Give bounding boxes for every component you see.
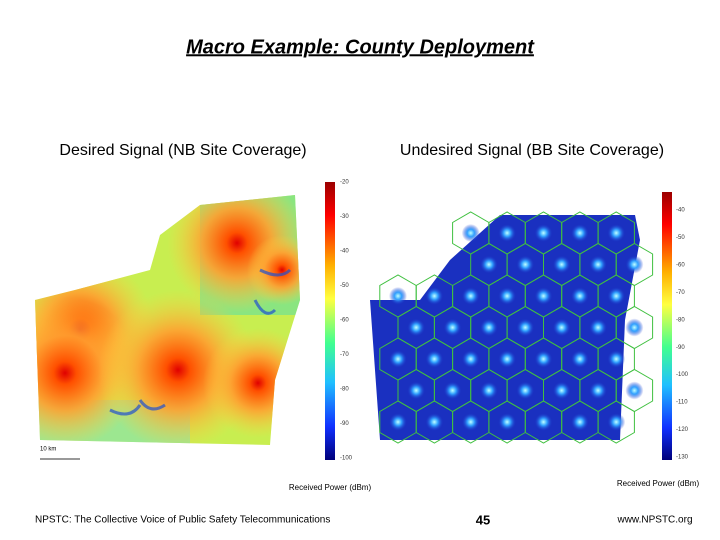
footer-right: www.NPSTC.org <box>616 515 692 526</box>
site-glow <box>425 287 444 305</box>
site-glow <box>589 318 608 337</box>
site-glow <box>570 350 589 368</box>
colorbar-label: -50 <box>676 235 685 241</box>
slide-title: Macro Example: County Deployment <box>186 36 535 58</box>
site-glow <box>534 350 553 368</box>
site-glow <box>625 381 644 400</box>
hex-cell <box>597 400 635 444</box>
site-glow <box>461 413 480 431</box>
site-glow <box>607 413 626 431</box>
site-glow <box>625 255 644 274</box>
colorbar-right <box>662 192 672 460</box>
site-glow <box>498 287 517 305</box>
coverage-map-right <box>370 215 640 440</box>
site-glow <box>389 350 407 368</box>
site-glow <box>516 381 535 400</box>
colorbar-label: -110 <box>676 400 688 406</box>
colorbar-label: -80 <box>340 387 349 393</box>
right-caption: Undesired Signal (BB Site Coverage) <box>400 142 664 159</box>
site-glow <box>552 318 571 337</box>
site-glow <box>516 318 535 337</box>
site-glow <box>479 381 498 400</box>
site-glow <box>625 318 644 337</box>
scale-label: 10 km <box>40 447 56 453</box>
site-glow <box>607 287 626 305</box>
site-glow <box>589 255 608 274</box>
site-glow <box>589 381 608 400</box>
colorbar-label: -100 <box>340 456 353 462</box>
colorbar-label: -80 <box>676 317 685 323</box>
colorbar-label: -60 <box>340 318 349 324</box>
site-glow <box>461 287 480 305</box>
site-glow <box>570 413 589 431</box>
site-glow <box>552 255 571 274</box>
site-glow <box>443 381 462 400</box>
site-glow <box>389 413 407 431</box>
site-glow <box>389 287 407 305</box>
colorbar-label: -70 <box>340 352 349 358</box>
site-glow <box>498 413 517 431</box>
colorbar-label: -130 <box>676 455 689 461</box>
site-glow <box>479 255 498 274</box>
site-glow <box>570 224 589 242</box>
colorbar-label: -30 <box>340 214 349 220</box>
site-glow <box>479 318 498 337</box>
colorbar-label: -100 <box>676 372 689 378</box>
colorbar-title-right: Received Power (dBm) <box>617 479 700 488</box>
site-glow <box>607 350 626 368</box>
colorbar-label: -60 <box>676 262 685 268</box>
colorbar-left <box>325 182 335 460</box>
site-glow <box>407 318 426 337</box>
colorbar-label: -40 <box>676 208 685 214</box>
site-glow <box>607 224 626 242</box>
hex-grid <box>379 211 654 444</box>
colorbar-label: -20 <box>340 180 349 186</box>
site-glow <box>425 350 444 368</box>
site-glow <box>534 224 553 242</box>
colorbar-label: -90 <box>676 345 685 351</box>
left-caption: Desired Signal (NB Site Coverage) <box>59 142 306 159</box>
footer-left: NPSTC: The Collective Voice of Public Sa… <box>35 515 330 526</box>
site-glow <box>498 350 517 368</box>
site-glow <box>552 381 571 400</box>
page-number: 45 <box>476 512 490 527</box>
site-glow <box>425 413 444 431</box>
site-glow <box>534 287 553 305</box>
site-glow <box>516 255 535 274</box>
site-glow <box>534 413 553 431</box>
site-glow <box>461 350 480 368</box>
colorbar-label: -70 <box>676 290 685 296</box>
colorbar-title-left: Received Power (dBm) <box>289 483 372 492</box>
colorbar-label: -40 <box>340 249 349 255</box>
site-glow <box>407 381 426 400</box>
colorbar-label: -50 <box>340 283 349 289</box>
site-glow <box>570 287 589 305</box>
colorbar-label: -90 <box>340 421 349 427</box>
colorbar-label: -120 <box>676 427 689 433</box>
coverage-map-left <box>35 195 300 445</box>
site-glow <box>443 318 462 337</box>
site-glow <box>498 224 517 242</box>
site-glow <box>461 224 480 242</box>
